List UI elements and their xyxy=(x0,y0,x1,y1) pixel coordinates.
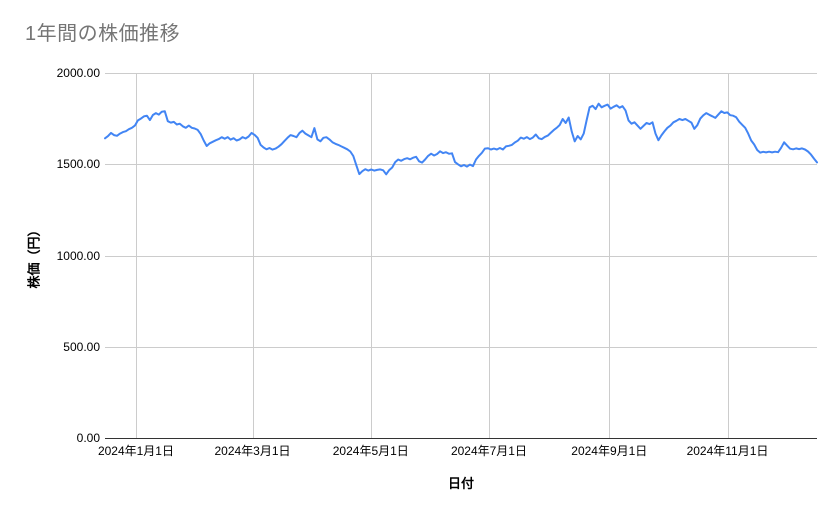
y-axis-tick-label: 1500.00 xyxy=(56,157,100,172)
price-line-series xyxy=(104,102,818,176)
chart-title: 1年間の株価推移 xyxy=(25,23,181,45)
plot-area xyxy=(104,73,818,439)
x-axis-tick-label: 2024年5月1日 xyxy=(332,444,409,458)
y-axis-tick-label: 500.00 xyxy=(63,339,100,354)
y-axis-tick-label: 2000.00 xyxy=(56,66,100,80)
x-axis-tick-label: 2024年11月1日 xyxy=(686,444,769,458)
y-axis-tick-label: 1000.00 xyxy=(56,248,100,263)
y-axis-tick-label: 0.00 xyxy=(76,431,100,445)
x-axis-title: 日付 xyxy=(447,476,474,491)
x-axis-tick-label: 2024年7月1日 xyxy=(450,444,527,458)
y-axis-title: 株価（円） xyxy=(26,223,42,289)
x-axis-tick-label: 2024年9月1日 xyxy=(571,444,648,458)
x-axis-tick-label: 2024年1月1日 xyxy=(97,444,174,458)
x-axis-tick-label: 2024年3月1日 xyxy=(214,444,291,458)
plot-svg xyxy=(104,73,818,439)
